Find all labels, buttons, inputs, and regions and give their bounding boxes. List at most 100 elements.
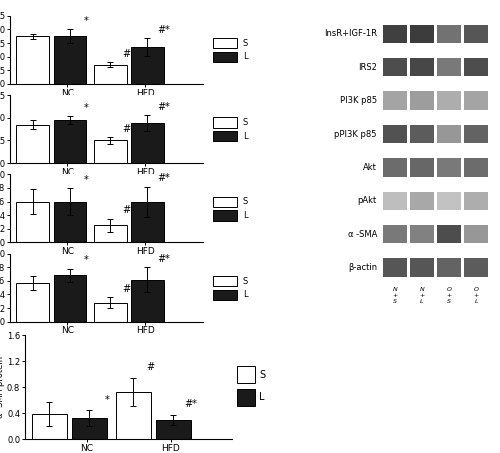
- Bar: [16, 36, 49, 84]
- Bar: [16, 283, 49, 322]
- Bar: [383, 92, 407, 110]
- Bar: [438, 92, 461, 110]
- Bar: [16, 202, 49, 242]
- Bar: [464, 258, 488, 277]
- Y-axis label: α -SMA protein: α -SMA protein: [0, 356, 6, 419]
- Bar: [72, 418, 107, 439]
- Bar: [54, 36, 86, 84]
- Text: S: S: [243, 118, 248, 127]
- Bar: [438, 58, 461, 77]
- Bar: [212, 52, 238, 62]
- Bar: [212, 210, 238, 221]
- Text: #*: #*: [157, 25, 170, 35]
- Bar: [54, 202, 86, 242]
- Bar: [410, 258, 434, 277]
- Bar: [212, 131, 238, 141]
- Text: #: #: [122, 205, 130, 215]
- Bar: [464, 158, 488, 177]
- Text: IRS2: IRS2: [358, 63, 377, 72]
- Text: #*: #*: [157, 101, 170, 111]
- Bar: [464, 58, 488, 77]
- Text: S: S: [243, 198, 248, 207]
- Text: L: L: [260, 392, 265, 402]
- Bar: [438, 25, 461, 43]
- Bar: [383, 58, 407, 77]
- Text: #: #: [122, 49, 130, 59]
- Text: S: S: [243, 39, 248, 48]
- Bar: [464, 92, 488, 110]
- Bar: [131, 280, 164, 322]
- Bar: [383, 158, 407, 177]
- Text: *: *: [84, 16, 88, 26]
- Text: *: *: [84, 255, 88, 265]
- Bar: [410, 125, 434, 143]
- Text: L: L: [243, 211, 248, 220]
- Text: #*: #*: [157, 173, 170, 183]
- Text: N
+
S: N + S: [392, 287, 398, 304]
- Bar: [383, 225, 407, 243]
- Bar: [464, 192, 488, 210]
- Bar: [94, 303, 126, 322]
- Bar: [438, 125, 461, 143]
- Text: L: L: [243, 53, 248, 62]
- Bar: [156, 420, 190, 439]
- Text: O
+
L: O + L: [474, 287, 479, 304]
- Text: *: *: [84, 103, 88, 113]
- Bar: [464, 25, 488, 43]
- Text: #: #: [122, 124, 130, 134]
- Bar: [94, 226, 126, 242]
- Bar: [438, 225, 461, 243]
- Text: *: *: [84, 174, 88, 185]
- Bar: [32, 414, 67, 439]
- Bar: [410, 192, 434, 210]
- Bar: [212, 276, 238, 286]
- Bar: [410, 25, 434, 43]
- Text: InsR+IGF-1R: InsR+IGF-1R: [324, 29, 377, 39]
- Text: L: L: [243, 290, 248, 299]
- Text: S: S: [260, 370, 266, 380]
- Bar: [410, 92, 434, 110]
- Bar: [464, 125, 488, 143]
- Bar: [94, 65, 126, 84]
- Bar: [131, 123, 164, 163]
- Bar: [383, 192, 407, 210]
- Bar: [212, 117, 238, 128]
- Bar: [116, 392, 150, 439]
- Bar: [238, 366, 256, 383]
- Text: #: #: [122, 284, 130, 294]
- Bar: [16, 125, 49, 163]
- Text: O
+
S: O + S: [446, 287, 452, 304]
- Text: Akt: Akt: [363, 163, 377, 172]
- Bar: [383, 258, 407, 277]
- Bar: [54, 275, 86, 322]
- Bar: [438, 192, 461, 210]
- Bar: [131, 202, 164, 242]
- Bar: [212, 289, 238, 300]
- Text: #*: #*: [184, 400, 197, 410]
- Text: N
+
L: N + L: [420, 287, 424, 304]
- Bar: [438, 258, 461, 277]
- Bar: [438, 158, 461, 177]
- Bar: [383, 125, 407, 143]
- Bar: [410, 58, 434, 77]
- Bar: [94, 140, 126, 163]
- Text: pAkt: pAkt: [358, 196, 377, 205]
- Bar: [54, 120, 86, 163]
- Text: S: S: [243, 277, 248, 286]
- Text: PI3K p85: PI3K p85: [340, 96, 377, 105]
- Bar: [212, 197, 238, 207]
- Bar: [238, 389, 256, 406]
- Bar: [131, 47, 164, 84]
- Text: *: *: [104, 395, 110, 405]
- Bar: [464, 225, 488, 243]
- Text: α -SMA: α -SMA: [348, 230, 377, 239]
- Bar: [410, 225, 434, 243]
- Bar: [212, 38, 238, 48]
- Text: pPI3K p85: pPI3K p85: [334, 130, 377, 139]
- Bar: [383, 25, 407, 43]
- Text: #*: #*: [157, 254, 170, 264]
- Bar: [410, 158, 434, 177]
- Text: β-actin: β-actin: [348, 263, 377, 272]
- Text: #: #: [146, 362, 154, 372]
- Text: L: L: [243, 132, 248, 141]
